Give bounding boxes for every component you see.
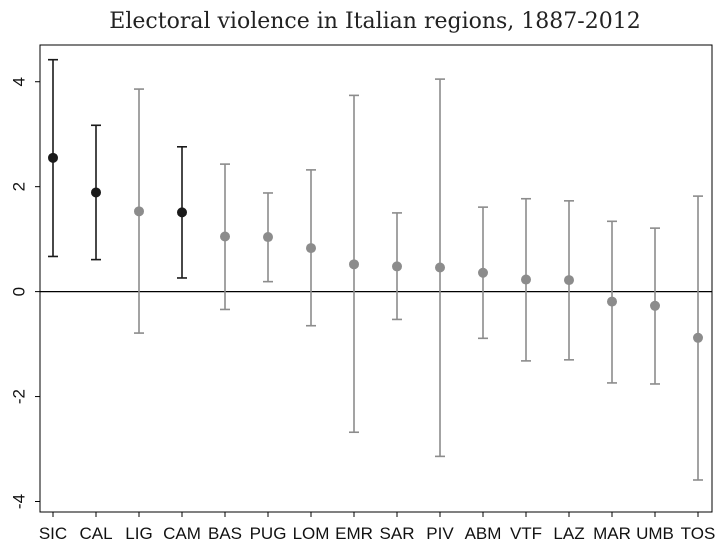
y-tick-label: 0 (9, 287, 28, 296)
point-lig (134, 206, 144, 217)
point-mar (607, 296, 617, 307)
point-vtf (521, 274, 531, 285)
point-tos (693, 332, 703, 343)
point-sic (48, 152, 58, 163)
x-tick-label-emr: EMR (335, 524, 373, 543)
point-cam (177, 207, 187, 218)
x-tick-label-lom: LOM (293, 524, 330, 543)
point-pug (263, 232, 273, 243)
point-sar (392, 261, 402, 272)
x-tick-label-abm: ABM (465, 524, 502, 543)
x-tick-label-cam: CAM (163, 524, 201, 543)
x-tick-label-sic: SIC (39, 524, 67, 543)
x-tick-label-pug: PUG (250, 524, 287, 543)
x-tick-label-vtf: VTF (510, 524, 542, 543)
point-emr (349, 259, 359, 270)
x-tick-label-piv: PIV (426, 524, 454, 543)
x-tick-label-cal: CAL (79, 524, 112, 543)
point-lom (306, 243, 316, 254)
point-abm (478, 267, 488, 278)
x-tick-label-lig: LIG (125, 524, 152, 543)
x-tick-label-bas: BAS (208, 524, 242, 543)
y-tick-label: 2 (9, 182, 28, 191)
x-tick-label-tos: TOS (681, 524, 716, 543)
y-tick-label: 4 (9, 77, 28, 86)
y-tick-label: -2 (9, 389, 28, 404)
chart-title: Electoral violence in Italian regions, 1… (109, 9, 640, 34)
point-bas (220, 231, 230, 242)
point-piv (435, 262, 445, 273)
x-tick-label-umb: UMB (636, 524, 674, 543)
point-umb (650, 300, 660, 311)
estimates-series (48, 58, 703, 481)
x-tick-label-sar: SAR (380, 524, 415, 543)
plot-frame (39, 44, 713, 513)
x-axis: SIC CAL LIG CAM BAS PUG LOM EMR SAR PIV ABM VTF LAZ M… (39, 512, 715, 543)
x-tick-label-mar: MAR (593, 524, 631, 543)
y-tick-label: -4 (9, 494, 28, 509)
point-laz (564, 275, 574, 286)
x-tick-label-laz: LAZ (553, 524, 584, 543)
point-cal (91, 187, 101, 198)
y-axis: -4 -2 0 2 4 (9, 77, 40, 509)
